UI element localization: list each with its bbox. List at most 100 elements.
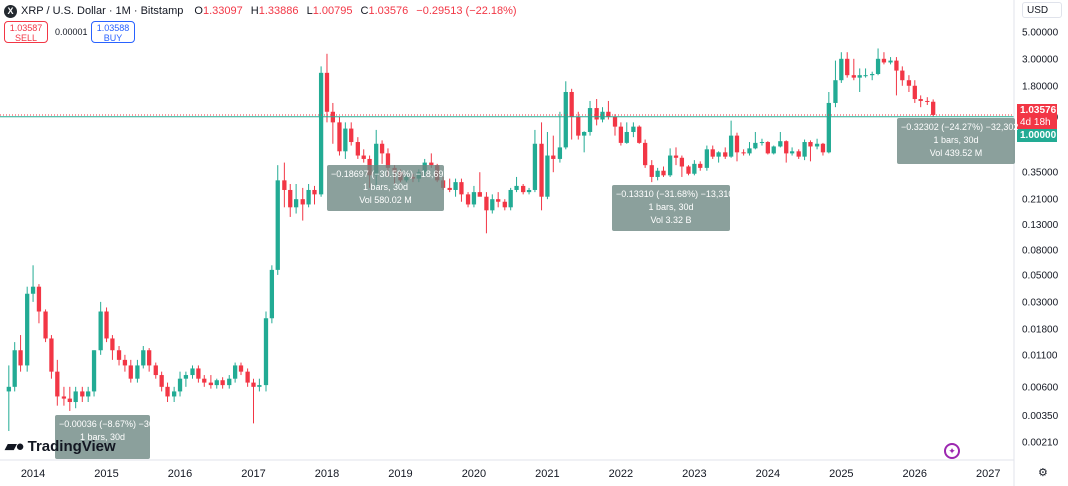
candle-body — [104, 311, 109, 339]
candle-body — [710, 149, 715, 157]
candle — [18, 335, 23, 372]
candle-body — [153, 365, 158, 376]
candle-body — [447, 187, 452, 190]
candle — [679, 155, 685, 177]
candle — [306, 183, 311, 208]
candle-body — [514, 185, 519, 190]
candle-body — [43, 311, 48, 339]
candle-body — [355, 142, 360, 156]
currency-selector[interactable]: USD — [1022, 2, 1062, 18]
candle — [686, 165, 691, 176]
candle — [925, 97, 930, 106]
candle — [759, 138, 765, 146]
gear-icon[interactable]: ⚙ — [1038, 467, 1048, 479]
symbol-title[interactable]: XRP / U.S. Dollar · 1M · Bitstamp — [21, 5, 184, 17]
candle-body — [918, 99, 923, 101]
candle-body — [238, 365, 244, 372]
candle-body — [349, 128, 354, 143]
y-tick-label: 0.00600 — [1022, 382, 1059, 393]
candle-body — [306, 189, 311, 205]
buy-price: 1.03588 — [96, 23, 130, 33]
candle — [576, 111, 581, 140]
candle-body — [251, 382, 256, 387]
x-tick-label: 2019 — [388, 468, 412, 480]
candle-body — [649, 165, 654, 177]
candle-body — [881, 58, 887, 63]
candle-body — [385, 153, 391, 168]
y-tick-label: 0.21000 — [1022, 195, 1059, 206]
spark-icon[interactable]: ✦ — [944, 443, 960, 459]
candle — [147, 348, 152, 372]
tradingview-logo[interactable]: ▰● TradingView — [5, 437, 116, 456]
candles — [6, 48, 936, 431]
y-tick-label: 0.00210 — [1022, 438, 1059, 449]
candle-body — [496, 199, 501, 202]
candle-body — [728, 135, 734, 157]
candle-body — [723, 152, 728, 157]
candle-body — [73, 391, 78, 403]
candle — [875, 48, 881, 76]
candle-body — [122, 359, 128, 366]
candle-body — [778, 141, 783, 147]
candle — [496, 192, 501, 208]
candle-body — [484, 196, 489, 211]
candle-body — [227, 378, 232, 386]
candle-body — [642, 142, 648, 166]
candle — [177, 371, 183, 397]
candle-body — [753, 142, 758, 149]
buy-button[interactable]: 1.03588 BUY — [91, 21, 135, 43]
candle-body — [459, 182, 464, 195]
candle-body — [159, 375, 164, 387]
x-tick-label: 2014 — [21, 468, 45, 480]
x-tick-label: 2027 — [976, 468, 1000, 480]
x-tick-label: 2026 — [903, 468, 927, 480]
candle-body — [875, 58, 881, 74]
buy-label: BUY — [103, 33, 123, 43]
candle-body — [172, 391, 177, 397]
candle — [86, 386, 91, 403]
candle — [918, 95, 923, 108]
candle-body — [190, 368, 195, 376]
candle-body — [912, 85, 917, 100]
candle — [765, 141, 770, 155]
time-axis[interactable]: 2014 2015 2016 2017 2018 2019 2020 2021 2022 2023… — [0, 459, 1014, 480]
sell-button[interactable]: 1.03587 SELL — [4, 21, 48, 43]
candle — [116, 346, 122, 366]
candle — [263, 311, 269, 392]
y-tick-label: 0.00350 — [1022, 411, 1059, 422]
candle — [569, 88, 574, 140]
candle-body — [704, 149, 710, 168]
candle — [624, 122, 629, 144]
x-tick-label: 2020 — [462, 468, 486, 480]
candle — [655, 167, 660, 181]
candle-body — [900, 70, 905, 81]
candle — [453, 178, 458, 197]
candle — [661, 166, 666, 177]
candle — [532, 129, 538, 193]
candle — [300, 187, 305, 221]
candle-body — [789, 151, 795, 154]
candle-body — [208, 382, 214, 386]
candle — [379, 140, 385, 164]
candle — [245, 368, 250, 387]
candle — [269, 265, 275, 324]
candle-body — [839, 58, 844, 81]
price-axis[interactable]: 5.00000 3.00000 1.80000 1.00000 0.35000 0.210… — [1013, 0, 1059, 486]
candle-body — [343, 128, 348, 152]
candle — [753, 131, 758, 150]
candle-body — [453, 182, 458, 190]
candle — [551, 135, 556, 173]
candle — [698, 161, 703, 171]
candle-body — [539, 143, 544, 197]
candle — [43, 309, 48, 343]
candle-body — [177, 378, 183, 392]
candle — [484, 192, 489, 234]
candle-body — [698, 163, 703, 168]
ohlc-values: O1.33097 H1.33886 L1.00795 C1.03576 −0.2… — [194, 5, 517, 17]
candle-body — [465, 194, 471, 205]
candle-body — [894, 60, 899, 71]
candle — [293, 183, 299, 214]
level-price-label: 1.00000 — [1017, 129, 1057, 142]
candle-body — [337, 122, 342, 152]
